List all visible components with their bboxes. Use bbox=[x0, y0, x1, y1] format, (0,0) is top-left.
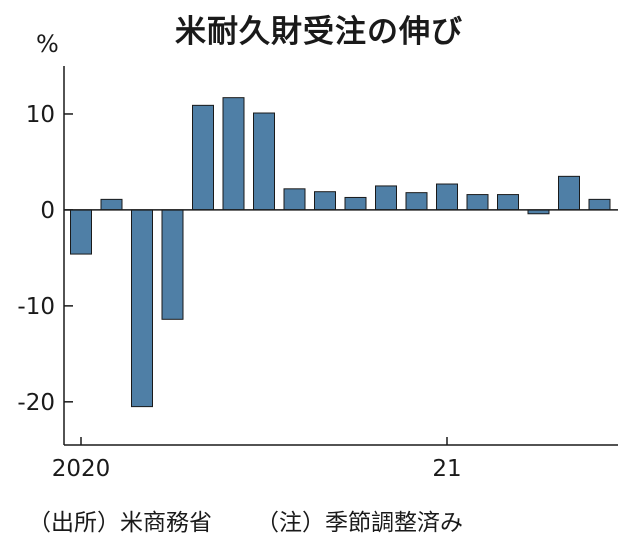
source-note: （出所）米商務省 bbox=[28, 510, 212, 536]
bar bbox=[344, 196, 367, 211]
y-axis: 10 0 -10 -20 bbox=[17, 66, 73, 445]
bar bbox=[588, 198, 611, 211]
bar bbox=[161, 209, 184, 320]
bar bbox=[283, 188, 306, 211]
chart-title: 米耐久財受注の伸び bbox=[175, 14, 463, 50]
y-tick-label: 0 bbox=[40, 198, 55, 224]
y-tick-label: -10 bbox=[17, 294, 55, 320]
x-axis: 2020 21 bbox=[52, 209, 618, 482]
bar bbox=[192, 104, 214, 211]
bar bbox=[100, 198, 123, 211]
bar bbox=[253, 112, 275, 211]
bar bbox=[131, 209, 153, 408]
bar bbox=[314, 191, 336, 211]
y-tick-label: 10 bbox=[26, 102, 55, 128]
bar bbox=[466, 194, 489, 211]
bar bbox=[70, 209, 92, 255]
y-tick-label: -20 bbox=[17, 390, 55, 416]
bar bbox=[405, 192, 428, 211]
seasonal-adjustment-note: （注）季節調整済み bbox=[256, 510, 463, 536]
bars bbox=[70, 97, 611, 408]
x-tick-label: 21 bbox=[432, 456, 461, 482]
bar bbox=[436, 183, 458, 211]
x-tick-label: 2020 bbox=[52, 456, 111, 482]
bar bbox=[497, 194, 519, 211]
chart-footer: （出所）米商務省 （注）季節調整済み bbox=[28, 503, 463, 537]
y-unit-label: % bbox=[36, 30, 59, 58]
bar bbox=[558, 175, 580, 211]
bar bbox=[375, 185, 397, 211]
bar bbox=[222, 97, 245, 211]
